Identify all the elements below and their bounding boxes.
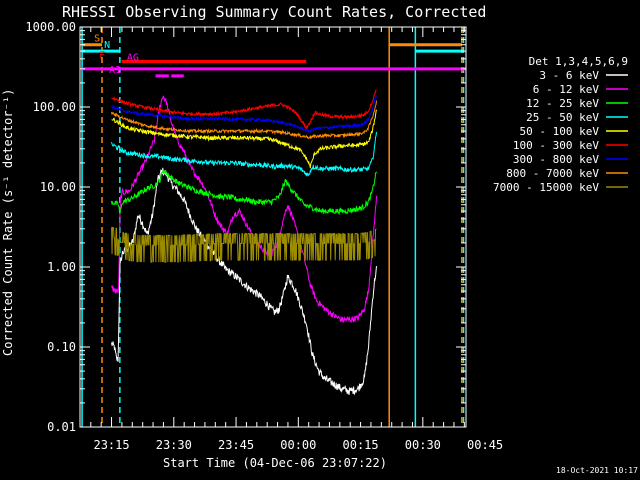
y-tick-label: 1.00 xyxy=(47,260,76,274)
series-line xyxy=(111,132,378,178)
y-tick-label: 100.00 xyxy=(33,100,76,114)
legend-entry-label: 25 - 50 keV xyxy=(526,111,599,124)
y-tick-label: 0.01 xyxy=(47,420,76,434)
series-line xyxy=(111,94,377,134)
x-tick-label: 00:30 xyxy=(405,438,441,452)
state-bar-label: N xyxy=(104,40,110,51)
date-stamp: 18-Oct-2021 10:17 xyxy=(556,466,638,475)
legend-entry-label: 7000 - 15000 keV xyxy=(493,181,599,194)
legend-title: Det 1,3,4,5,6,9 xyxy=(529,55,628,68)
legend-entry-label: 300 - 800 keV xyxy=(513,153,599,166)
y-tick-label: 0.10 xyxy=(47,340,76,354)
chart-title: RHESSI Observing Summary Count Rates, Co… xyxy=(62,3,486,21)
y-axis-label: Corrected Count Rate (s⁻¹ detector⁻¹) xyxy=(1,89,15,356)
legend-entry-label: 3 - 6 keV xyxy=(539,69,599,82)
legend-entry-label: 50 - 100 keV xyxy=(520,125,600,138)
y-tick-label: 1000.00 xyxy=(25,20,76,34)
series-line xyxy=(111,100,378,140)
x-axis-label: Start Time (04-Dec-06 23:07:22) xyxy=(163,456,387,470)
legend-entry-label: 800 - 7000 keV xyxy=(506,167,599,180)
state-bar-label: AG xyxy=(127,52,139,63)
x-tick-label: 23:30 xyxy=(156,438,192,452)
legend-entry-label: 12 - 25 keV xyxy=(526,97,599,110)
x-tick-label: 00:15 xyxy=(343,438,379,452)
x-tick-label: 00:45 xyxy=(467,438,503,452)
x-tick-label: 23:45 xyxy=(218,438,254,452)
plot-frame xyxy=(79,26,467,428)
series-line xyxy=(111,167,378,396)
series-line xyxy=(111,89,377,131)
series-line xyxy=(111,169,377,216)
series-line xyxy=(111,226,377,263)
y-tick-label: 10.00 xyxy=(40,180,76,194)
legend-entry-label: 100 - 300 keV xyxy=(513,139,599,152)
series-line xyxy=(111,109,377,169)
x-tick-label: 23:15 xyxy=(93,438,129,452)
state-bar-label: S xyxy=(94,34,100,45)
state-bar-label: F xyxy=(99,51,105,62)
state-bar-label: A1 xyxy=(109,65,121,76)
legend-entry-label: 6 - 12 keV xyxy=(533,83,600,96)
x-tick-label: 00:00 xyxy=(280,438,316,452)
